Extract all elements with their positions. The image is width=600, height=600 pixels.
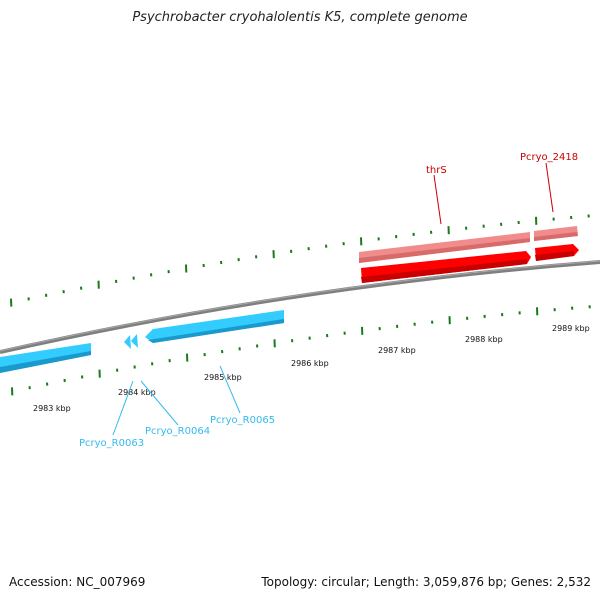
Pcryo_R0063-gene-arrow[interactable] xyxy=(124,335,131,349)
lower-tick-track xyxy=(11,305,591,396)
genome-backbone xyxy=(0,260,600,354)
tick-label-2989: 2989 kbp xyxy=(552,324,590,333)
tick-label-2988: 2988 kbp xyxy=(465,335,503,344)
gene-label-thrS[interactable]: thrS xyxy=(426,165,447,176)
gene-label-Pcryo_R0064[interactable]: Pcryo_R0064 xyxy=(145,426,210,437)
tick-label-2983: 2983 kbp xyxy=(33,404,71,413)
genome-backbone-highlight xyxy=(0,260,600,352)
tick-label-2986: 2986 kbp xyxy=(291,359,329,368)
Pcryo_R0064-leader-line xyxy=(140,380,179,426)
accession-text: Accession: NC_007969 xyxy=(9,575,146,589)
Pcryo_R0064-gene-arrow[interactable] xyxy=(131,334,138,348)
tick-label-2985: 2985 kbp xyxy=(204,373,242,382)
Pcryo_R0065-leader-line xyxy=(219,365,241,414)
tick-labels: 2983 kbp 2984 kbp 2985 kbp 2986 kbp 2987… xyxy=(33,324,590,413)
tick-label-2987: 2987 kbp xyxy=(378,346,416,355)
reverse-gene-left-arrow[interactable] xyxy=(0,343,91,373)
gene-label-Pcryo_R0065[interactable]: Pcryo_R0065 xyxy=(210,415,275,426)
Pcryo_2418-cds-feature[interactable] xyxy=(534,226,578,241)
Pcryo_2418-gene-arrow[interactable] xyxy=(535,244,579,261)
Pcryo_2418-leader-line xyxy=(545,162,554,213)
thrS-cds-feature[interactable] xyxy=(359,232,530,263)
thrS-leader-line xyxy=(433,174,442,225)
upper-tick-track xyxy=(10,214,590,307)
page-title: Psychrobacter cryohalolentis K5, complet… xyxy=(132,10,468,25)
tick-label-2984: 2984 kbp xyxy=(118,388,156,397)
gene-label-Pcryo_R0063[interactable]: Pcryo_R0063 xyxy=(79,438,144,449)
Pcryo_R0065-gene-arrow[interactable] xyxy=(145,310,284,343)
gene-label-Pcryo_2418[interactable]: Pcryo_2418 xyxy=(520,152,578,163)
Pcryo_R0063-leader-line xyxy=(112,380,134,436)
genome-summary-text: Topology: circular; Length: 3,059,876 bp… xyxy=(261,575,591,589)
thrS-gene-arrow[interactable] xyxy=(361,251,531,283)
